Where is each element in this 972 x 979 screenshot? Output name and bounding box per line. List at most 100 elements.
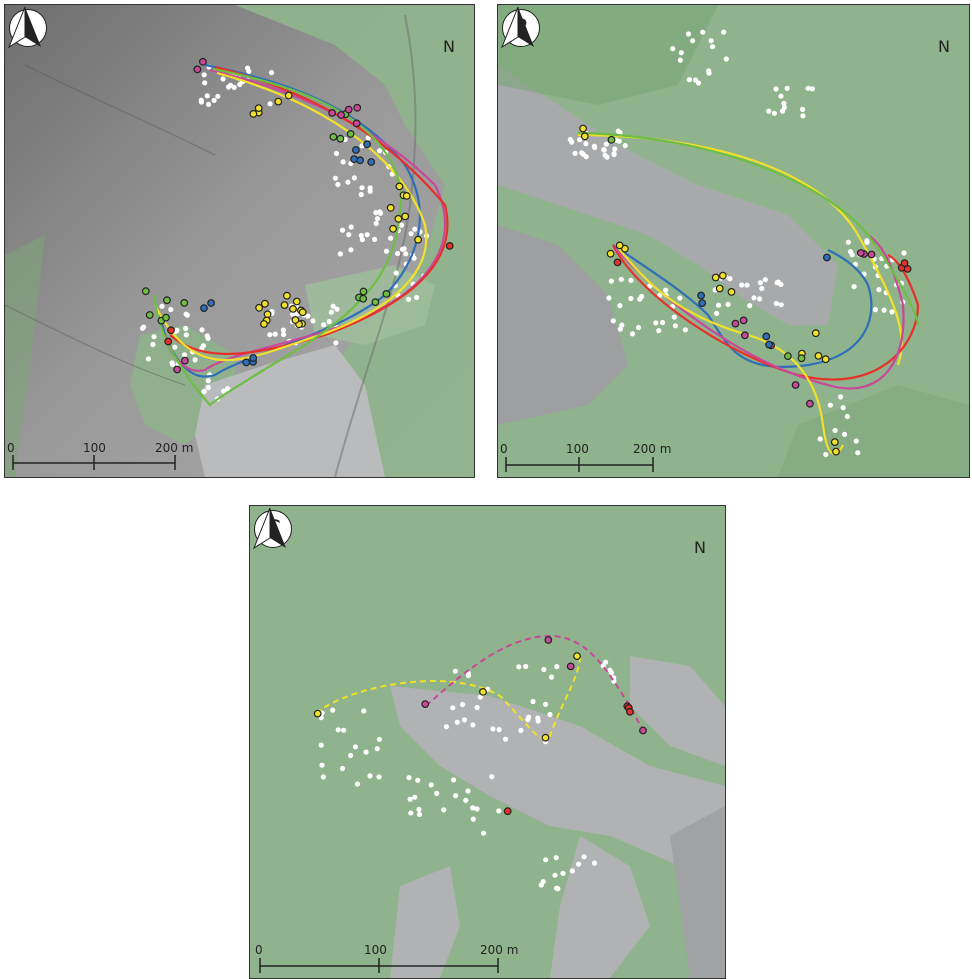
observation-point: [827, 402, 833, 408]
location-fix-point: [715, 284, 724, 293]
observation-point: [474, 806, 480, 812]
observation-point: [416, 811, 423, 817]
observation-point: [637, 296, 643, 302]
observation-point: [348, 752, 354, 759]
observation-point: [714, 310, 720, 316]
location-fix-point: [731, 319, 740, 328]
location-fix-point: [328, 108, 337, 117]
observation-point: [320, 774, 326, 780]
observation-point: [708, 38, 714, 44]
observation-point: [682, 327, 688, 333]
location-fix-point: [573, 652, 581, 661]
observation-point: [416, 806, 422, 812]
observation-point: [721, 29, 727, 35]
observation-point: [552, 872, 558, 878]
location-fix-point: [579, 124, 587, 133]
observation-point: [393, 270, 399, 276]
location-fix-point: [242, 358, 251, 367]
location-fix-point: [350, 155, 359, 164]
observation-point: [671, 314, 677, 320]
location-fix-point: [141, 287, 150, 296]
observation-point: [489, 774, 495, 780]
observation-point: [463, 797, 469, 803]
observation-point: [603, 659, 609, 665]
observation-point: [280, 327, 286, 333]
location-fix-point: [698, 299, 707, 308]
observation-point: [616, 138, 622, 144]
map-a-canvas: [5, 5, 474, 477]
location-fix-point: [445, 241, 454, 250]
observation-point: [332, 175, 338, 181]
location-fix-point: [806, 399, 814, 408]
location-fix-point: [284, 91, 293, 100]
observation-point: [823, 451, 829, 458]
observation-point: [198, 99, 204, 105]
observation-point: [757, 280, 763, 286]
scale-label-0: 0: [500, 442, 508, 456]
location-fix-point: [363, 140, 372, 149]
observation-point: [246, 68, 252, 74]
observation-point: [192, 357, 198, 363]
location-fix-point: [727, 288, 736, 296]
location-fix-point: [164, 337, 173, 346]
location-fix-point: [784, 352, 792, 361]
observation-point: [225, 84, 232, 90]
location-fix-point: [298, 308, 307, 317]
location-fix-point: [821, 355, 830, 364]
observation-point: [766, 108, 772, 114]
location-fix-point: [697, 291, 706, 300]
observation-point: [215, 93, 221, 99]
observation-point: [470, 805, 476, 811]
location-fix-point: [606, 249, 615, 258]
observation-point: [496, 727, 502, 733]
scale-bar-b: [505, 457, 654, 472]
observation-point: [617, 129, 623, 136]
location-fix-point: [718, 271, 727, 280]
location-fix-point: [711, 273, 720, 282]
observation-point: [619, 322, 625, 328]
observation-point: [364, 232, 370, 238]
observation-point: [617, 326, 623, 332]
observation-point: [405, 296, 412, 302]
observation-point: [608, 278, 614, 284]
observation-point: [751, 295, 757, 301]
observation-point: [653, 320, 659, 326]
observation-point: [414, 294, 420, 301]
location-fix-point: [261, 299, 269, 308]
observation-point: [612, 146, 618, 152]
map-b-white-points: [567, 29, 909, 458]
observation-point: [310, 318, 316, 324]
observation-point: [335, 727, 341, 733]
location-fix-point: [607, 135, 616, 144]
observation-point: [525, 717, 531, 723]
observation-point: [739, 282, 745, 288]
observation-point: [622, 143, 628, 149]
location-fix-point: [867, 250, 876, 259]
location-fix-point: [193, 65, 202, 74]
observation-point: [838, 394, 844, 400]
location-fix-point: [395, 182, 404, 191]
observation-point: [184, 312, 190, 318]
observation-point: [334, 306, 340, 312]
location-fix-point: [249, 109, 258, 118]
observation-point: [496, 808, 502, 814]
observation-point: [337, 251, 343, 257]
observation-point: [359, 185, 365, 191]
observation-point: [361, 708, 367, 714]
location-fix-point: [832, 447, 840, 456]
observation-point: [629, 331, 636, 337]
observation-point: [348, 247, 354, 253]
observation-point: [901, 250, 907, 256]
observation-point: [800, 106, 806, 112]
observation-point: [771, 110, 777, 116]
location-fix-point: [903, 265, 912, 273]
north-arrow-icon: [500, 6, 534, 49]
observation-point: [844, 413, 850, 420]
location-fix-point: [765, 340, 773, 349]
location-fix-point: [414, 235, 423, 244]
observation-point: [727, 276, 733, 282]
observation-point: [781, 104, 787, 111]
observation-point: [543, 857, 549, 863]
observation-point: [530, 698, 536, 705]
observation-point: [553, 855, 559, 861]
